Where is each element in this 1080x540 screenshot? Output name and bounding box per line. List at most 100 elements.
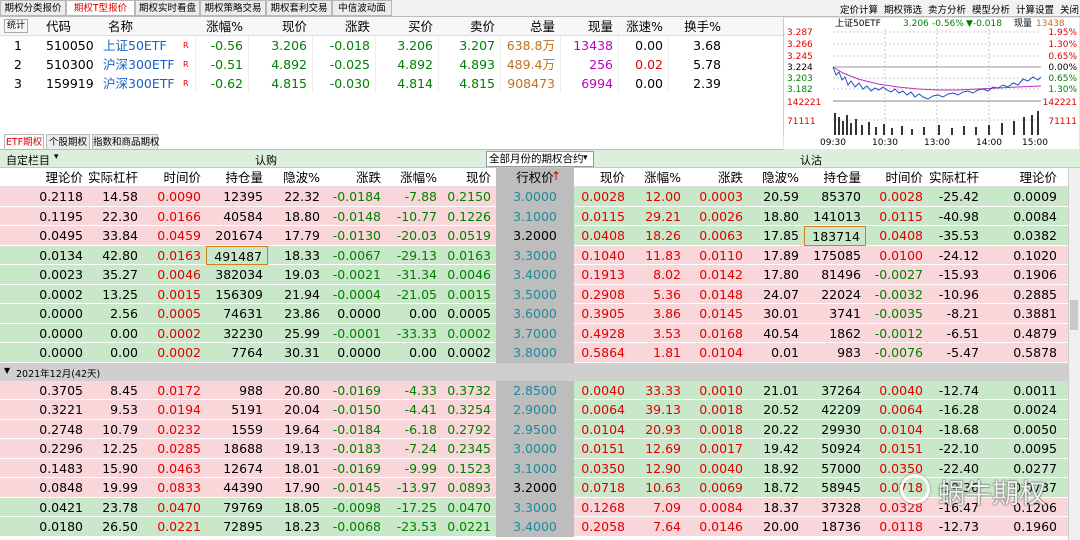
put-cell: 81496 bbox=[821, 267, 861, 282]
call-cell: -21.05 bbox=[396, 286, 437, 302]
call-cell: 17.90 bbox=[284, 480, 320, 495]
put-cell: -12.73 bbox=[938, 519, 979, 534]
quote-flag: R bbox=[183, 60, 189, 69]
sub-tab[interactable]: ETF期权 bbox=[4, 134, 44, 150]
put-cell: 0.0151 bbox=[581, 441, 625, 456]
call-cell: 23.86 bbox=[284, 306, 320, 321]
quote-cell: 3.206 bbox=[375, 36, 438, 55]
put-cell: 12.00 bbox=[645, 189, 681, 204]
put-cell: 0.0095 bbox=[1013, 441, 1057, 456]
quote-cell: 638.8万 bbox=[500, 36, 560, 55]
put-cell: -25.42 bbox=[938, 189, 979, 204]
quote-cell: -0.62 bbox=[195, 74, 248, 93]
call-cell: -7.24 bbox=[404, 441, 437, 456]
put-cell: 0.0084 bbox=[699, 499, 743, 515]
put-cell: -0.0035 bbox=[874, 306, 923, 321]
call-cell: 0.0848 bbox=[39, 480, 83, 495]
call-cell: 0.0002 bbox=[447, 325, 491, 341]
put-cell: 19.42 bbox=[763, 441, 799, 456]
put-cell: 0.1206 bbox=[1013, 499, 1057, 515]
put-cell: 7.09 bbox=[653, 499, 681, 515]
menu-item[interactable]: 计算设置 bbox=[1016, 5, 1055, 16]
put-cell: 3.86 bbox=[653, 306, 681, 321]
top-tab[interactable]: 中信波动面 bbox=[332, 0, 392, 16]
chart-pct: -0.56% bbox=[932, 19, 964, 29]
call-cell: 0.0833 bbox=[157, 480, 201, 495]
call-cell: 0.0470 bbox=[157, 499, 201, 515]
put-cell: -19.36 bbox=[938, 480, 979, 495]
top-tab[interactable]: 期权策略交易 bbox=[200, 0, 266, 16]
call-cell: 0.0470 bbox=[447, 499, 491, 515]
strike-bg bbox=[496, 323, 574, 343]
sub-tab[interactable]: 指数和商品期权 bbox=[92, 134, 160, 150]
top-tab[interactable]: 期权套利交易 bbox=[266, 0, 332, 16]
call-cell: 0.00 bbox=[110, 345, 138, 360]
call-cell: 0.0166 bbox=[157, 208, 201, 224]
y-right-label: 1.30% bbox=[1048, 40, 1077, 50]
quote-flag: R bbox=[183, 79, 189, 88]
call-cell: 19.13 bbox=[284, 441, 320, 456]
strike-price: 3.6000 bbox=[513, 306, 557, 321]
put-row-bg bbox=[574, 439, 1068, 459]
month-select[interactable]: 全部月份的期权合约 bbox=[486, 151, 594, 167]
strike-price: 2.9000 bbox=[513, 402, 557, 417]
call-cell: 0.0519 bbox=[447, 228, 491, 243]
put-cell: 0.0018 bbox=[699, 402, 743, 417]
put-cell: 33.33 bbox=[645, 382, 681, 398]
chart-change: ▼-0.018 bbox=[966, 19, 1002, 29]
call-header: 理论价 bbox=[45, 170, 83, 185]
put-row-bg bbox=[574, 400, 1068, 420]
strike-bg bbox=[496, 439, 574, 459]
put-cell: 0.0003 bbox=[699, 189, 743, 204]
top-tab[interactable]: 期权分类报价 bbox=[0, 0, 66, 16]
menu-item[interactable]: 定价计算 bbox=[840, 5, 879, 16]
strike-header: 行权价 bbox=[496, 168, 574, 187]
call-cell: 18.05 bbox=[284, 499, 320, 515]
put-header: 实际杠杆 bbox=[928, 170, 979, 185]
quote-code: 159919 bbox=[46, 76, 94, 91]
put-cell: 85370 bbox=[821, 189, 861, 204]
sub-tab[interactable]: 个股期权 bbox=[46, 134, 90, 150]
put-row-bg bbox=[574, 323, 1068, 343]
custom-columns[interactable]: 自定栏目 bbox=[6, 154, 50, 167]
watermark-icon bbox=[900, 474, 930, 504]
call-row-bg bbox=[0, 226, 496, 246]
quote-cell: 4.815 bbox=[438, 74, 500, 93]
call-cell: 0.2748 bbox=[39, 421, 83, 437]
put-cell: 0.0104 bbox=[879, 421, 923, 437]
strike-price: 3.0000 bbox=[513, 189, 557, 204]
chart-vol: 13438 bbox=[1036, 19, 1065, 29]
call-cell: 0.00 bbox=[409, 306, 437, 321]
call-cell: 74631 bbox=[223, 306, 263, 321]
top-tab[interactable]: 期权实时看盘 bbox=[135, 0, 200, 16]
call-cell: 0.0459 bbox=[157, 228, 201, 243]
quote-cell: 908473 bbox=[500, 74, 560, 93]
call-cell: 0.2150 bbox=[447, 189, 491, 204]
y-left-label: 3.182 bbox=[787, 85, 813, 95]
quote-flag: R bbox=[183, 41, 189, 50]
quote-header: 总量 bbox=[529, 19, 555, 34]
quote-cell: -0.030 bbox=[312, 74, 375, 93]
menu-item[interactable]: 期权筛选 bbox=[884, 5, 923, 16]
call-cell: 18688 bbox=[223, 441, 263, 456]
strike-bg bbox=[496, 478, 574, 498]
put-label: 认沽 bbox=[800, 154, 822, 167]
group-toggle: ▼ bbox=[4, 365, 11, 375]
top-tab[interactable]: 期权T型报价 bbox=[66, 0, 135, 16]
put-cell: 0.0010 bbox=[699, 382, 743, 398]
strike-bg bbox=[496, 245, 574, 265]
menu-item[interactable]: 卖方分析 bbox=[928, 5, 967, 16]
put-header: 现价 bbox=[599, 170, 625, 185]
menu-item[interactable]: 模型分析 bbox=[972, 5, 1011, 16]
put-cell: 12.90 bbox=[645, 460, 681, 476]
quote-cell: -0.51 bbox=[195, 55, 248, 74]
put-cell: -22.40 bbox=[938, 460, 979, 476]
call-cell: -0.0021 bbox=[332, 267, 381, 282]
menu-item[interactable]: 关闭 bbox=[1060, 5, 1080, 16]
put-cell: 0.0142 bbox=[699, 267, 743, 282]
call-cell: 0.2118 bbox=[39, 189, 83, 204]
quote-cell: 3.68 bbox=[668, 36, 726, 55]
strike-bg bbox=[496, 400, 574, 420]
quote-name: 沪深300ETF bbox=[103, 76, 175, 91]
put-cell: 0.0017 bbox=[699, 441, 743, 456]
